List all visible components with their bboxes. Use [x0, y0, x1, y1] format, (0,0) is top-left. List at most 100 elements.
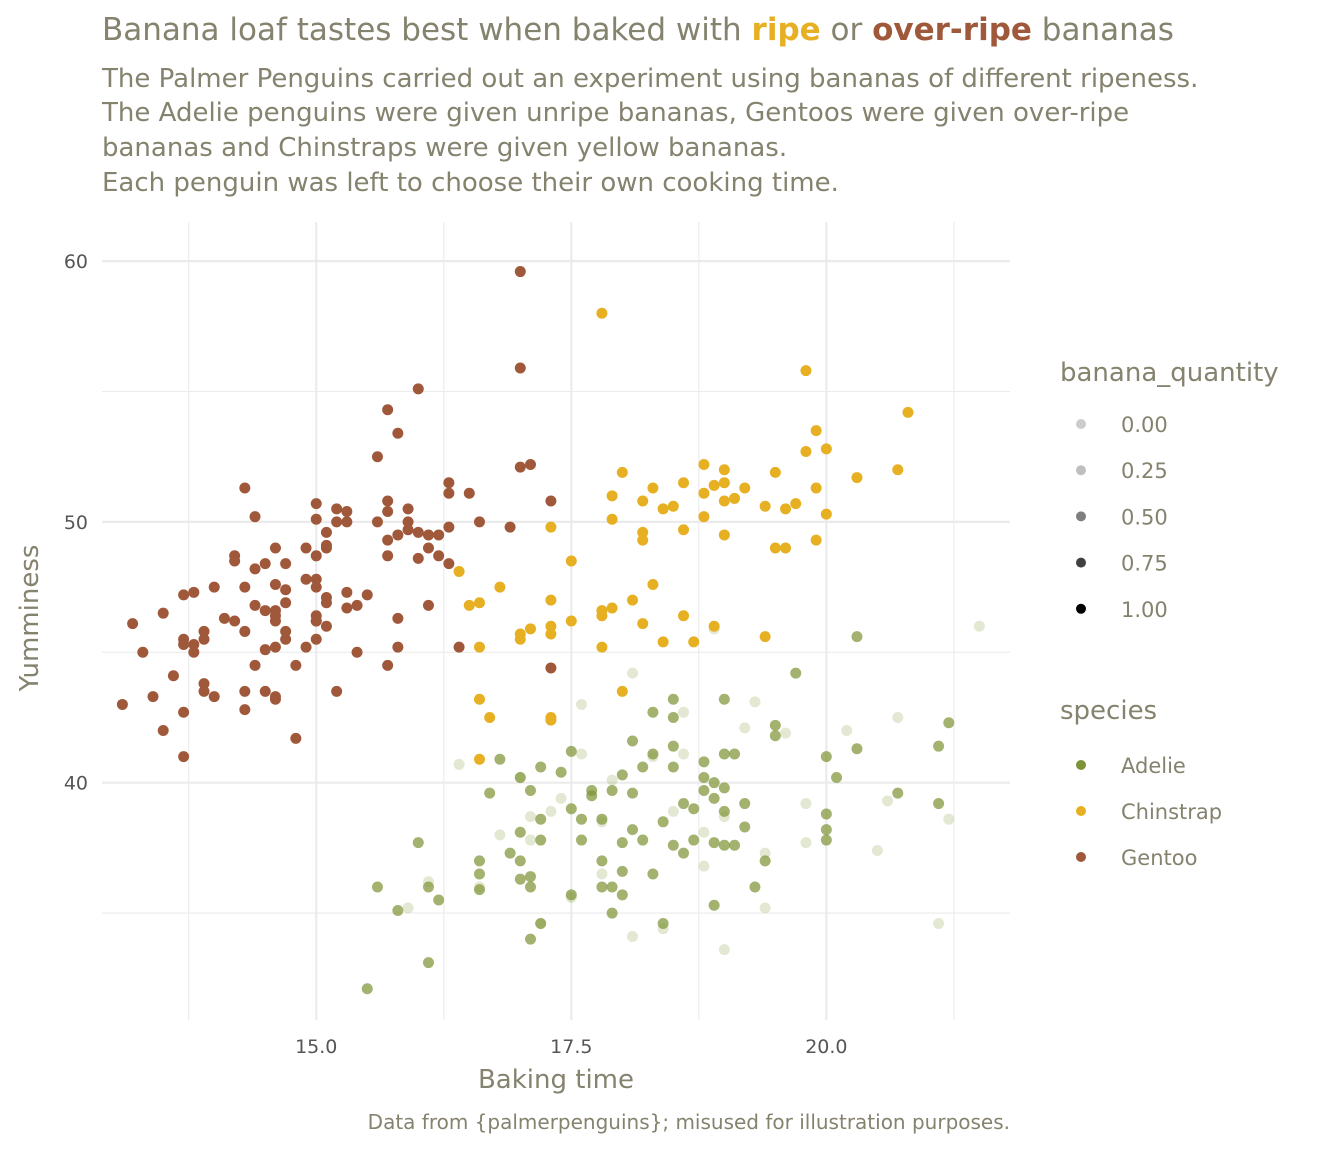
gentoo-point — [249, 511, 261, 523]
chinstrap-point — [545, 521, 557, 533]
adelie-point — [667, 711, 679, 723]
chinstrap-point — [494, 581, 506, 593]
adelie-point — [504, 847, 516, 859]
adelie-point — [392, 904, 404, 916]
chinstrap-point — [800, 445, 812, 457]
adelie-point — [627, 787, 639, 799]
adelie-point — [453, 758, 465, 770]
adelie-point — [524, 933, 536, 945]
gentoo-point — [208, 581, 220, 593]
gentoo-point — [269, 691, 281, 703]
adelie-point — [627, 931, 639, 943]
chinstrap-point — [473, 641, 485, 653]
chinstrap-point — [637, 534, 649, 546]
gentoo-point — [361, 589, 373, 601]
gentoo-point — [382, 534, 394, 546]
title-part-3: or — [821, 12, 872, 48]
chinstrap-point — [708, 620, 720, 632]
adelie-point — [473, 868, 485, 880]
chinstrap-point — [606, 513, 618, 525]
adelie-point — [851, 743, 863, 755]
chinstrap-point — [851, 472, 863, 484]
adelie-point — [973, 620, 985, 632]
gentoo-point — [259, 558, 271, 570]
gentoo-point — [514, 461, 526, 473]
gentoo-point — [392, 427, 404, 439]
adelie-point — [718, 693, 730, 705]
adelie-point — [535, 761, 547, 773]
adelie-point — [820, 824, 832, 836]
chinstrap-point — [647, 578, 659, 590]
gentoo-point — [310, 573, 322, 585]
adelie-point — [637, 761, 649, 773]
adelie-point — [698, 826, 710, 838]
gentoo-point — [524, 459, 536, 471]
gentoo-point — [463, 487, 475, 499]
gentoo-point — [157, 607, 169, 619]
gentoo-point — [208, 691, 220, 703]
subtitle-line-4: Each penguin was left to choose their ow… — [102, 168, 839, 198]
y-tick-label: 60 — [64, 251, 88, 273]
legend-alpha-label: 0.50 — [1121, 505, 1168, 529]
adelie-point — [708, 837, 720, 849]
gentoo-point — [269, 578, 281, 590]
adelie-point — [892, 787, 904, 799]
adelie-point — [535, 918, 547, 930]
adelie-point — [790, 667, 802, 679]
adelie-point — [851, 631, 863, 643]
gentoo-point — [371, 516, 383, 528]
adelie-point — [576, 698, 588, 710]
gentoo-point — [147, 691, 159, 703]
adelie-point — [606, 785, 618, 797]
gentoo-point — [229, 615, 241, 627]
gentoo-point — [310, 498, 322, 510]
adelie-point — [708, 777, 720, 789]
chinstrap-point — [810, 425, 822, 437]
gentoo-point — [422, 542, 434, 554]
gentoo-point — [310, 633, 322, 645]
gentoo-point — [422, 529, 434, 541]
x-tick-label: 15.0 — [295, 1036, 337, 1058]
chinstrap-point — [678, 610, 690, 622]
title-part-1: Banana loaf tastes best when baked with — [102, 12, 752, 48]
chinstrap-point — [739, 482, 751, 494]
chinstrap-point — [759, 500, 771, 512]
adelie-point — [820, 834, 832, 846]
gentoo-point — [545, 662, 557, 674]
adelie-point — [698, 860, 710, 872]
adelie-point — [616, 769, 628, 781]
legend-alpha-label: 0.00 — [1121, 413, 1168, 437]
gentoo-point — [198, 685, 210, 697]
adelie-point — [524, 785, 536, 797]
gentoo-point — [402, 503, 414, 515]
chinstrap-point — [596, 610, 608, 622]
chinstrap-point — [800, 365, 812, 377]
gentoo-point — [188, 638, 200, 650]
y-tick-label: 40 — [64, 773, 88, 795]
gentoo-point — [157, 725, 169, 737]
adelie-point — [422, 881, 434, 893]
chinstrap-point — [565, 615, 577, 627]
chinstrap-point — [718, 477, 730, 489]
gentoo-point — [412, 526, 424, 538]
gentoo-point — [178, 706, 190, 718]
gentoo-point — [310, 581, 322, 593]
adelie-point — [708, 792, 720, 804]
chinstrap-point — [698, 487, 710, 499]
chinstrap-point — [453, 565, 465, 577]
gentoo-point — [249, 563, 261, 575]
chinstrap-point — [678, 524, 690, 536]
adelie-point — [647, 868, 659, 880]
adelie-point — [657, 918, 669, 930]
adelie-point — [606, 907, 618, 919]
chinstrap-point — [657, 636, 669, 648]
chinstrap-point — [463, 599, 475, 611]
gentoo-point — [392, 641, 404, 653]
chinstrap-point — [473, 597, 485, 609]
adelie-point — [678, 706, 690, 718]
legend-alpha-key — [1076, 419, 1086, 429]
adelie-point — [524, 871, 536, 883]
chinstrap-point — [514, 633, 526, 645]
legend-species-key — [1076, 852, 1086, 862]
